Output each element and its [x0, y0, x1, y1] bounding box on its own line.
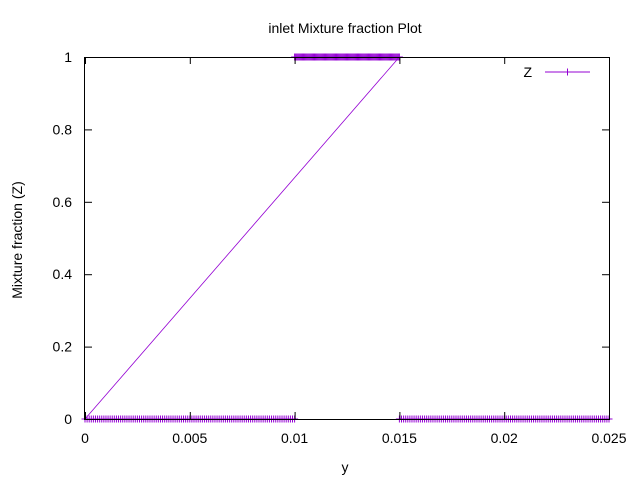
y-axis-label: Mixture fraction (Z)	[9, 181, 25, 298]
x-tick-label: 0.02	[491, 430, 518, 446]
y-tick-label: 0.2	[53, 339, 73, 355]
legend: Z	[523, 64, 590, 80]
legend-plus	[564, 68, 571, 76]
x-tick-label: 0.005	[172, 430, 207, 446]
y-tick-label: 0.8	[53, 121, 73, 137]
y-tick-label: 0.6	[53, 194, 73, 210]
x-axis-ticks: 0 0.005 0.01 0.015 0.02 0.025	[81, 57, 627, 446]
legend-marker-z	[564, 68, 571, 76]
plot-frame	[84, 57, 610, 420]
y-tick-label: 0.4	[53, 266, 73, 282]
x-axis-label: y	[342, 459, 349, 475]
chart-title: inlet Mixture fraction Plot	[268, 20, 421, 36]
x-tick-label: 0.015	[382, 430, 417, 446]
y-tick-label: 0	[64, 411, 72, 427]
y-tick-label: 1	[64, 49, 72, 65]
y-axis-ticks: 0 0.2 0.4 0.6 0.8 1	[53, 49, 609, 427]
data-points	[81, 53, 613, 423]
x-tick-label: 0.01	[281, 430, 308, 446]
legend-label-z: Z	[523, 64, 532, 80]
x-tick-label: 0	[81, 430, 89, 446]
x-tick-label: 0.025	[591, 430, 626, 446]
series-line-z	[84, 56, 401, 420]
